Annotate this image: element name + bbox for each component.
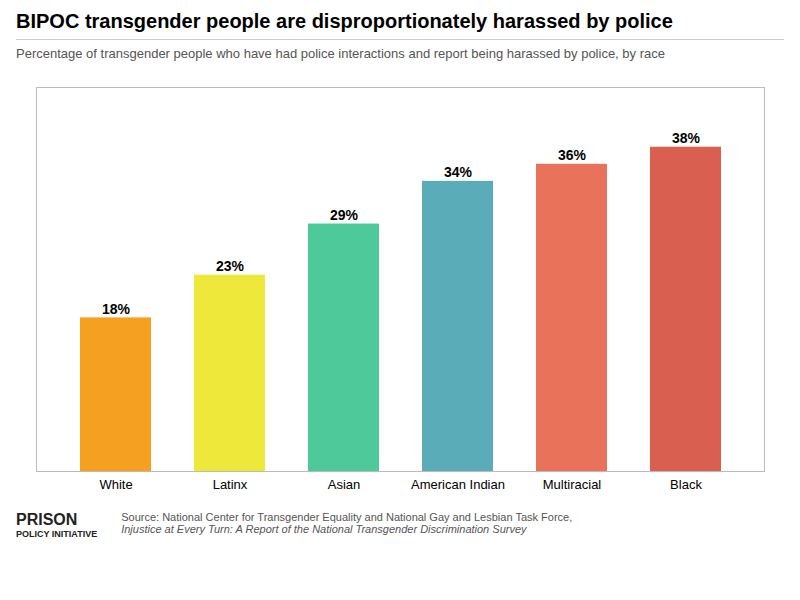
html-text:Percentage of transgender peop: Percentage of transgender people who hav… [16,46,665,61]
svg-text:23%: 23% [216,258,245,274]
html-text:PRISON: PRISON [16,511,78,528]
svg-text:Latinx: Latinx [213,477,248,492]
svg-text:36%: 36% [558,147,587,163]
svg-text:38%: 38% [672,130,701,146]
svg-text:Multiracial: Multiracial [543,477,602,492]
html-text:Source: National Center for Tr: Source: National Center for Transgender … [121,511,573,523]
svg-text:18%: 18% [102,301,131,317]
svg-text:American Indian: American Indian [411,477,505,492]
svg-text:29%: 29% [330,207,359,223]
svg-text:White: White [99,477,132,492]
svg-text:34%: 34% [444,164,473,180]
html-text:POLICY INITIATIVE: POLICY INITIATIVE [16,528,98,539]
svg-text:Black: Black [670,477,702,492]
html-text:Injustice at Every Turn: A Rep: Injustice at Every Turn: A Report of the… [121,523,527,535]
html-text:BIPOC transgender people are d: BIPOC transgender people are disproporti… [16,10,673,32]
svg-text:Asian: Asian [328,477,361,492]
